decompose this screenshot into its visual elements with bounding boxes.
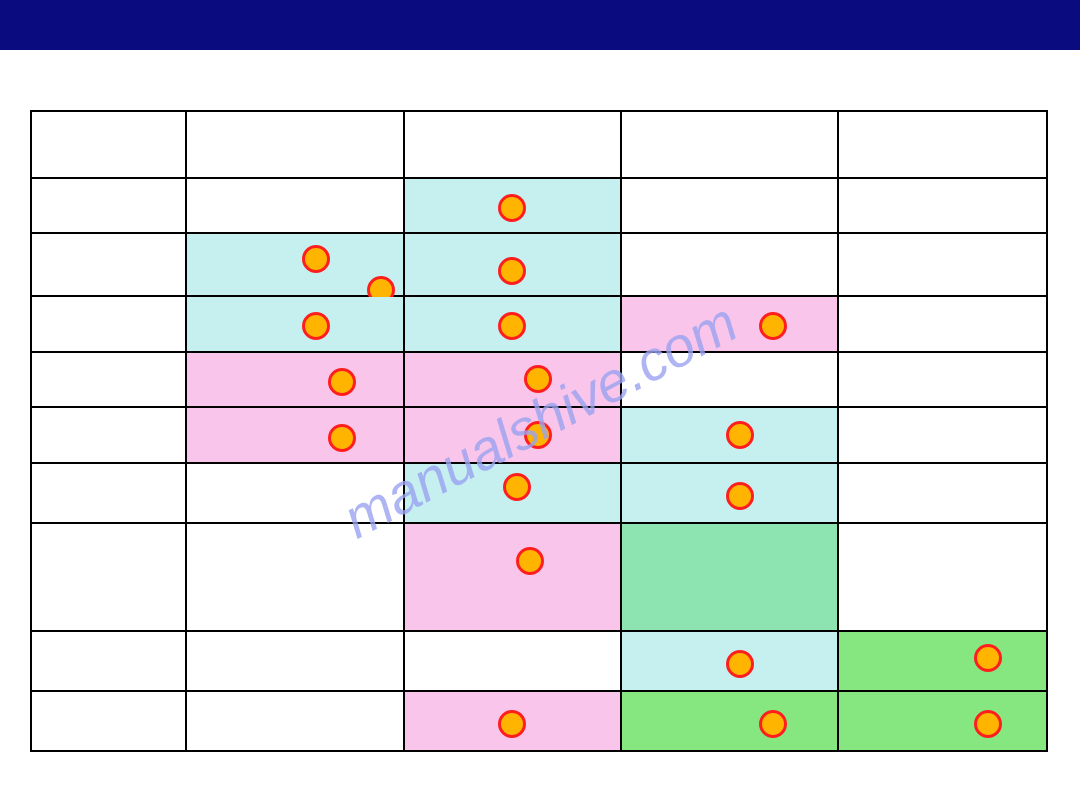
table-cell: [31, 463, 186, 523]
table-cell: [621, 463, 838, 523]
table-cell: [31, 178, 186, 234]
table-cell: [621, 407, 838, 463]
table-cell: [404, 631, 621, 691]
table-cell: [621, 523, 838, 630]
marker-icon: [516, 547, 544, 575]
table-cell: [621, 296, 838, 352]
table-cell: [621, 111, 838, 178]
table-cell: [838, 352, 1047, 408]
table-cell: [404, 691, 621, 751]
table-cell: [621, 691, 838, 751]
marker-icon: [302, 312, 330, 340]
table-cell: [186, 631, 403, 691]
marker-icon: [726, 482, 754, 510]
table-cell: [838, 233, 1047, 295]
table-cell: [186, 178, 403, 234]
table-cell: [621, 178, 838, 234]
table-cell: [404, 178, 621, 234]
marker-icon: [524, 421, 552, 449]
marker-icon: [498, 312, 526, 340]
marker-icon: [974, 644, 1002, 672]
marker-icon: [726, 650, 754, 678]
table-cell: [404, 233, 621, 295]
marker-icon: [498, 194, 526, 222]
marker-icon: [328, 368, 356, 396]
marker-icon: [759, 312, 787, 340]
marker-icon: [328, 424, 356, 452]
marker-icon: [498, 710, 526, 738]
table-cell: [186, 233, 403, 295]
table-cell: [186, 296, 403, 352]
table-cell: [838, 523, 1047, 630]
header-bar: [0, 0, 1080, 50]
table-cell: [31, 631, 186, 691]
table-cell: [31, 691, 186, 751]
table-cell: [404, 523, 621, 630]
table-cell: [838, 296, 1047, 352]
table-cell: [186, 463, 403, 523]
table-cell: [838, 463, 1047, 523]
table-cell: [186, 111, 403, 178]
table-cell: [186, 691, 403, 751]
table-cell: [621, 233, 838, 295]
table-cell: [838, 111, 1047, 178]
table-cell: [31, 407, 186, 463]
table-cell: [186, 523, 403, 630]
table-cell: [31, 233, 186, 295]
table-cell: [404, 111, 621, 178]
table-cell: [186, 352, 403, 408]
table-cell: [186, 407, 403, 463]
table-cell: [31, 352, 186, 408]
marker-icon: [498, 257, 526, 285]
marker-icon: [503, 473, 531, 501]
table-cell: [838, 691, 1047, 751]
table-cell: [404, 463, 621, 523]
table-cell: [621, 352, 838, 408]
comparison-table-wrap: [30, 110, 1048, 750]
marker-icon: [974, 710, 1002, 738]
table-cell: [404, 352, 621, 408]
table-cell: [31, 296, 186, 352]
table-cell: [838, 178, 1047, 234]
table-cell: [621, 631, 838, 691]
marker-icon: [726, 421, 754, 449]
table-cell: [838, 631, 1047, 691]
table-cell: [838, 407, 1047, 463]
table-cell: [404, 296, 621, 352]
marker-icon: [302, 245, 330, 273]
comparison-table: [30, 110, 1048, 752]
marker-icon: [524, 365, 552, 393]
table-cell: [404, 407, 621, 463]
table-cell: [31, 523, 186, 630]
table-cell: [31, 111, 186, 178]
marker-icon: [759, 710, 787, 738]
